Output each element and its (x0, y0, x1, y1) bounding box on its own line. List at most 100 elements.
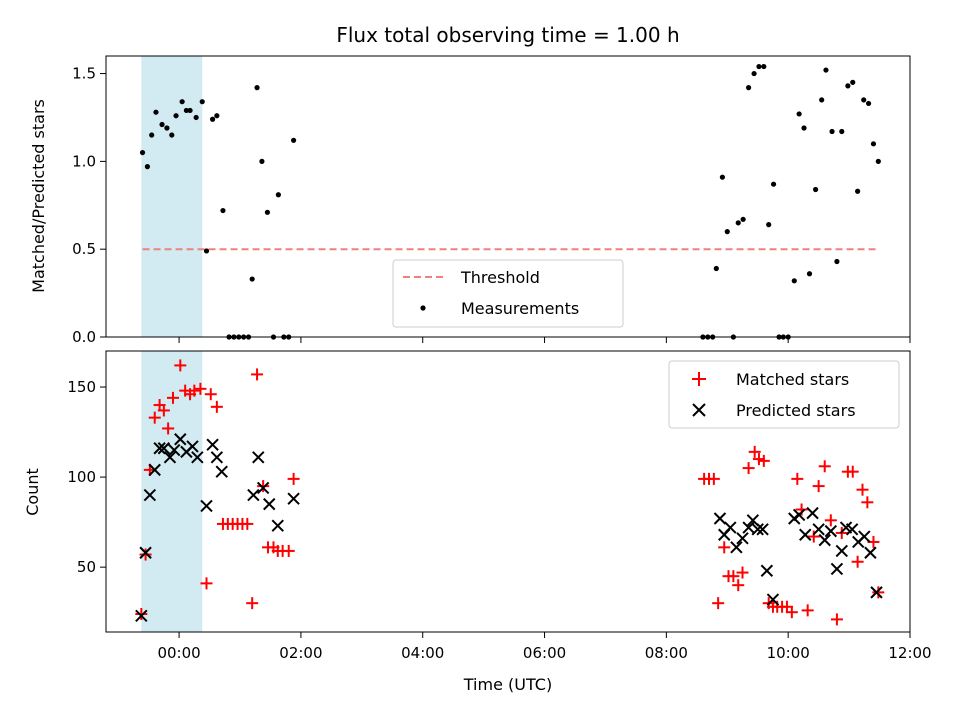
measurements-point (745, 85, 752, 91)
matched-stars-point (162, 422, 175, 435)
predicted-stars-point (215, 465, 228, 478)
matched-stars-point (282, 544, 295, 557)
matched-stars-point (188, 384, 201, 397)
measurements-point (819, 97, 825, 103)
measurements-point (144, 164, 151, 170)
predicted-stars-point (139, 546, 152, 559)
predicted-stars-point (168, 443, 181, 457)
predicted-stars-point (812, 523, 825, 536)
matched-stars-point (785, 606, 798, 619)
predicted-stars-point (736, 532, 749, 545)
measurements-point (796, 111, 802, 117)
matched-stars-point (846, 465, 859, 478)
matched-stars-point (287, 472, 300, 485)
measurements-point (855, 188, 861, 194)
predicted-stars-point (845, 523, 859, 536)
counts-series (135, 359, 885, 626)
x-tick-label: 04:00 (401, 644, 444, 662)
counts-legend-box (668, 360, 900, 429)
measurements-legend-swatch (420, 305, 426, 311)
matched-stars-point (830, 613, 843, 626)
measurements-point (834, 258, 840, 265)
y-tick-label: 150 (67, 378, 96, 396)
predicted-stars-point (824, 524, 838, 538)
panel-counts: 50 100 150 00:00 02:00 04:00 06:00 08:00 10:00 1… (23, 350, 932, 694)
predicted-stars-point (724, 521, 737, 534)
ratio-y-ticks: 0.0 0.5 1.0 1.5 (72, 65, 106, 346)
measurements-point (199, 99, 205, 105)
matched-stars-point (200, 577, 213, 590)
measurements-point (735, 220, 741, 226)
measurements-point (751, 70, 757, 77)
predicted-stars-point (143, 488, 157, 502)
measurements-point (264, 209, 271, 215)
measurements-point (187, 107, 193, 114)
counts-legend: Matched stars Predicted stars (668, 360, 900, 429)
measurements-point (249, 276, 255, 282)
predicted-stars-point (174, 433, 187, 446)
matched-stars-point (194, 382, 207, 395)
measurements-point (275, 192, 281, 198)
threshold-legend-label: Threshold (460, 268, 540, 287)
measurements-point (812, 186, 819, 193)
predicted-legend-swatch (692, 403, 706, 417)
predicted-stars-point (287, 492, 300, 505)
predicted-stars-point (756, 523, 769, 536)
measurements-point (823, 67, 829, 73)
measurements-point (850, 79, 856, 85)
predicted-stars-point (806, 506, 819, 520)
measurements-legend-label: Measurements (461, 299, 579, 318)
highlight-span (141, 351, 203, 632)
matched-stars-point (727, 570, 740, 583)
ratio-y-label: Matched/Predicted stars (29, 99, 48, 293)
predicted-stars-point (835, 544, 848, 558)
measurements-point (770, 181, 777, 187)
measurements-point (839, 128, 845, 135)
predicted-stars-point (713, 512, 727, 525)
measurements-point (756, 63, 762, 70)
matched-stars-point (135, 607, 148, 620)
predicted-stars-point (799, 528, 812, 541)
matched-stars-point (148, 411, 161, 424)
y-tick-label: 0.5 (72, 240, 96, 258)
counts-y-ticks: 50 100 150 (67, 378, 106, 576)
matched-stars-point (801, 604, 814, 617)
panel-ratio: 0.0 0.5 1.0 1.5 Matched/Predicted stars Thr… (29, 55, 911, 346)
predicted-stars-point (153, 442, 166, 455)
measurements-point (259, 158, 265, 164)
measurements-point (159, 121, 165, 128)
matched-stars-point (167, 391, 179, 404)
predicted-legend-label: Predicted stars (736, 401, 856, 420)
measurements-point (193, 114, 199, 121)
matched-legend-label: Matched stars (736, 370, 849, 389)
matched-stars-point (856, 483, 869, 496)
predicted-stars-point (186, 440, 199, 453)
ratio-series (139, 63, 881, 340)
y-tick-label: 0.0 (72, 328, 96, 346)
matched-stars-point (757, 454, 770, 467)
measurements-point (806, 271, 813, 277)
x-tick-label: 00:00 (157, 644, 200, 662)
measurements-point (173, 113, 179, 119)
matched-stars-point (736, 566, 749, 579)
matched-stars-point (139, 548, 152, 561)
predicted-stars-point (864, 546, 877, 559)
matched-stars-point (818, 460, 831, 473)
highlight-span (141, 56, 203, 337)
y-tick-label: 50 (77, 558, 96, 576)
matched-stars-point (157, 404, 170, 417)
measurements-point (139, 149, 146, 156)
measurements-point (179, 99, 185, 105)
predicted-stars-point (271, 519, 284, 532)
measurements-point (169, 132, 175, 138)
chart-title: Flux total observing time = 1.00 h (336, 23, 679, 47)
measurements-point (766, 222, 772, 228)
measurements-point (865, 100, 872, 107)
counts-x-ticks: 00:00 02:00 04:00 06:00 08:00 10:00 12:00 (157, 632, 932, 662)
measurements-point (713, 265, 719, 272)
measurements-point (801, 125, 807, 131)
matched-stars-point (732, 579, 745, 592)
matched-stars-point (210, 400, 223, 413)
measurements-point (740, 216, 746, 222)
